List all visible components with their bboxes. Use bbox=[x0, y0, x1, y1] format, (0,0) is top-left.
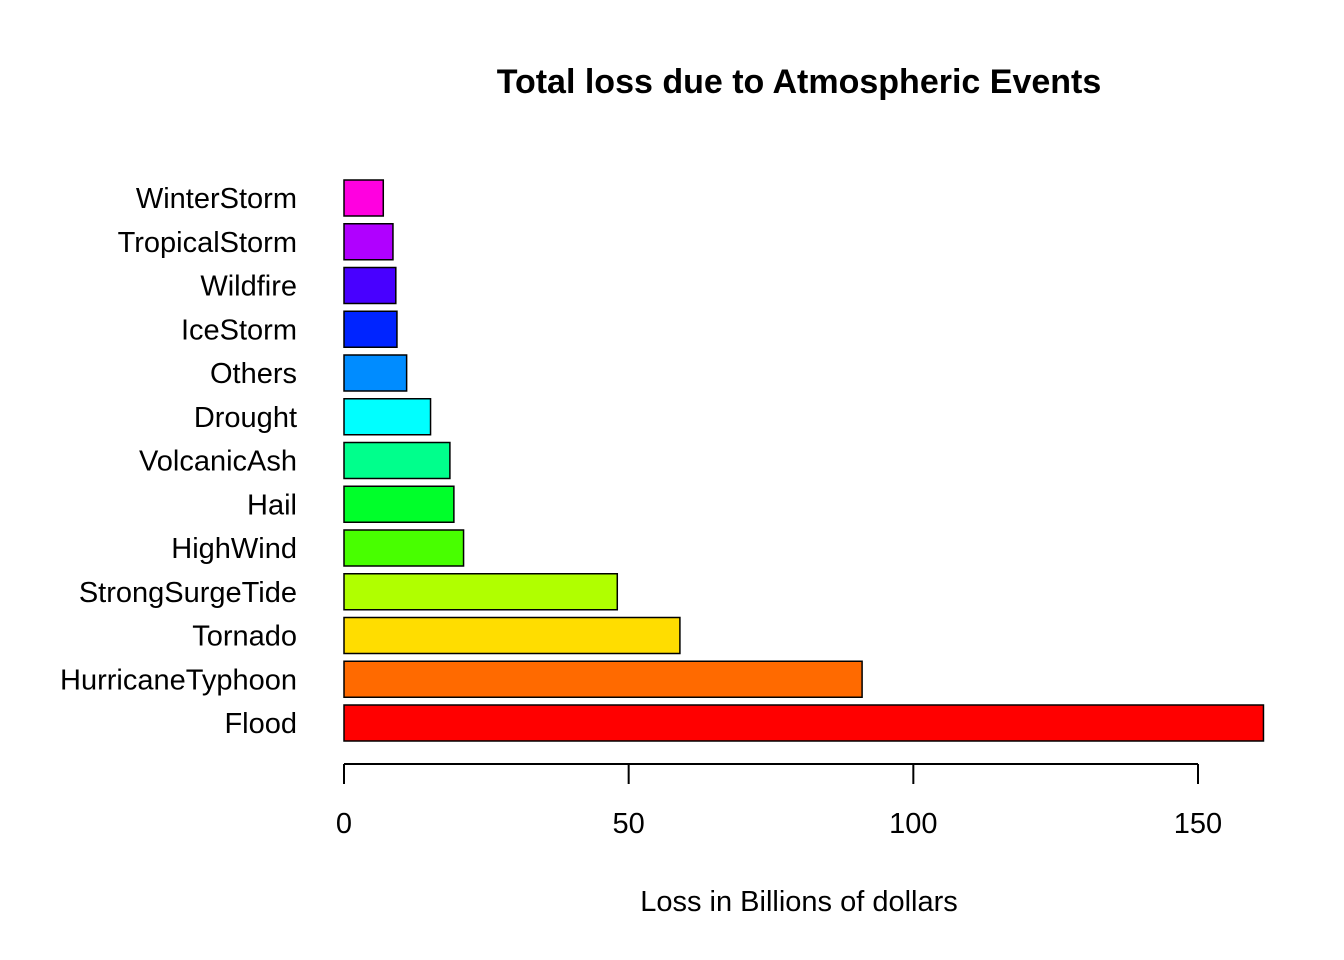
x-axis-label: Loss in Billions of dollars bbox=[640, 886, 958, 918]
category-label-highwind: HighWind bbox=[171, 533, 297, 565]
category-label-volcanicash: VolcanicAsh bbox=[139, 446, 297, 478]
category-label-strongsurgetide: StrongSurgeTide bbox=[79, 577, 297, 609]
chart-title: Total loss due to Atmospheric Events bbox=[497, 63, 1102, 101]
bar-wildfire bbox=[343, 266, 397, 305]
category-label-tornado: Tornado bbox=[192, 621, 297, 653]
category-label-flood: Flood bbox=[224, 708, 297, 740]
bar-others bbox=[343, 354, 408, 392]
category-label-drought: Drought bbox=[194, 402, 297, 434]
category-label-tropicalstorm: TropicalStorm bbox=[118, 227, 297, 259]
category-label-winterstorm: WinterStorm bbox=[136, 183, 297, 215]
category-label-hurricanetyphoon: HurricaneTyphoon bbox=[60, 664, 297, 696]
bar-highwind bbox=[343, 529, 465, 567]
x-tick-label-150: 150 bbox=[1174, 808, 1222, 840]
bar-tropicalstorm bbox=[343, 223, 394, 261]
category-label-wildfire: Wildfire bbox=[200, 271, 297, 303]
category-label-hail: Hail bbox=[247, 489, 297, 521]
x-tick-label-0: 0 bbox=[336, 808, 352, 840]
category-label-others: Others bbox=[210, 358, 297, 390]
bar-hurricanetyphoon bbox=[343, 660, 863, 698]
category-labels-group: Flood HurricaneTyphoon Tornado StrongSurgeT… bbox=[60, 183, 297, 740]
bar-winterstorm bbox=[343, 179, 385, 217]
bar-tornado bbox=[343, 616, 681, 655]
bar-flood bbox=[343, 704, 1265, 742]
bar-volcanicash bbox=[343, 441, 451, 480]
bar-icestorm bbox=[343, 310, 398, 348]
bar-hail bbox=[343, 485, 455, 523]
bar-drought bbox=[343, 398, 432, 436]
bar-strongsurgetide bbox=[343, 573, 619, 611]
x-tick-label-100: 100 bbox=[889, 808, 937, 840]
category-label-icestorm: IceStorm bbox=[181, 314, 297, 346]
bars-group bbox=[343, 179, 1265, 742]
x-axis-ticks-group: 0 50 100 150 bbox=[336, 764, 1222, 840]
x-tick-label-50: 50 bbox=[613, 808, 645, 840]
